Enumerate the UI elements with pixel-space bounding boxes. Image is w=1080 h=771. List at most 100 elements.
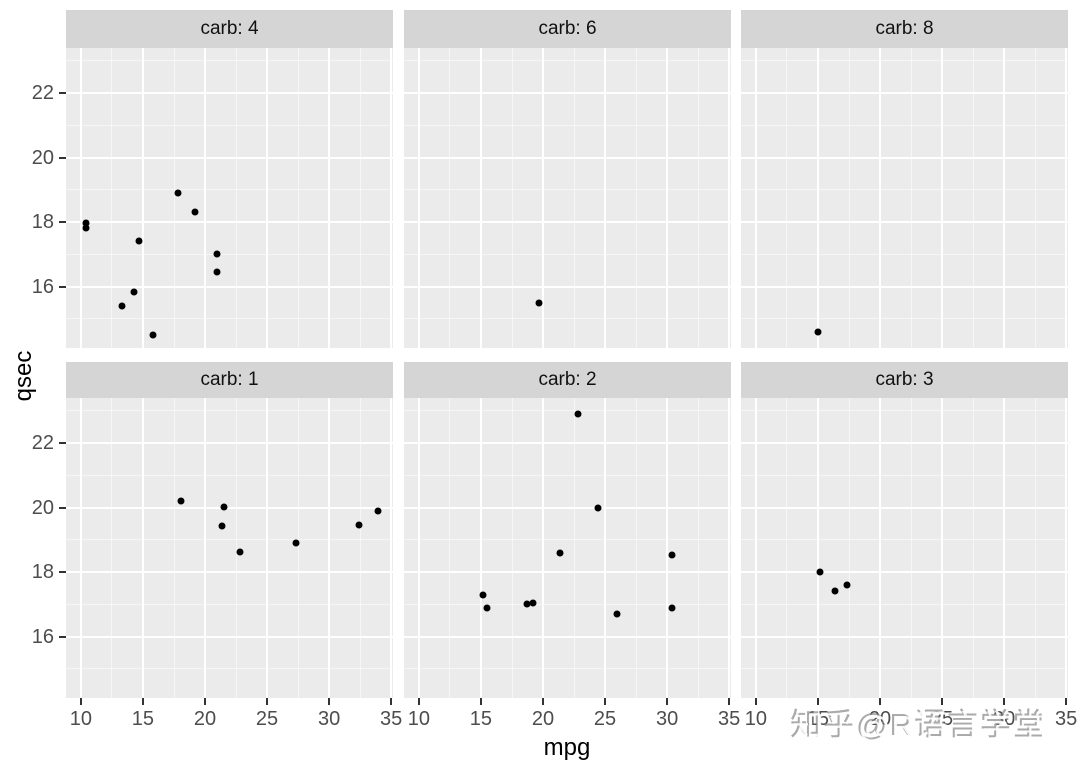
gridline-x-major bbox=[479, 48, 482, 348]
data-point bbox=[118, 302, 126, 309]
data-point bbox=[556, 549, 564, 557]
watermark-text: 知乎@R语言学堂 bbox=[792, 709, 1048, 744]
gridline-y-major bbox=[66, 156, 393, 159]
x-axis-tick-label: 25 bbox=[255, 708, 279, 730]
gridline-x-major bbox=[879, 398, 881, 698]
gridline-x-major bbox=[941, 48, 943, 348]
data-point bbox=[843, 581, 850, 589]
gridline-x-minor bbox=[697, 48, 699, 348]
facet-panel-carb-3 bbox=[741, 398, 1068, 698]
gridline-x-minor bbox=[635, 398, 637, 698]
facet-strip-carb-3: carb: 3 bbox=[741, 362, 1068, 398]
gridline-y-major bbox=[404, 635, 731, 638]
data-point bbox=[213, 250, 221, 258]
gridline-y-major bbox=[404, 92, 731, 95]
x-axis-tick bbox=[728, 698, 731, 705]
data-point bbox=[479, 591, 487, 599]
gridline-x-minor bbox=[910, 48, 912, 348]
gridline-x-major bbox=[141, 398, 144, 698]
data-point bbox=[82, 219, 90, 227]
gridline-y-minor bbox=[741, 318, 1068, 320]
gridline-x-major bbox=[390, 48, 393, 348]
facet-strip-carb-6: carb: 6 bbox=[404, 10, 731, 48]
gridline-y-major bbox=[741, 506, 1068, 509]
facet-strip-label: carb: 3 bbox=[875, 369, 934, 390]
gridline-y-minor bbox=[404, 124, 731, 126]
gridline-y-major bbox=[404, 156, 731, 159]
x-axis-tick-label: 35 bbox=[717, 708, 741, 730]
y-axis-tick bbox=[59, 571, 66, 573]
data-point bbox=[668, 604, 676, 611]
x-axis-tick bbox=[816, 698, 819, 705]
gridline-x-major bbox=[754, 398, 757, 698]
gridline-x-minor bbox=[511, 398, 513, 698]
facet-strip-label: carb: 6 bbox=[538, 18, 597, 39]
data-point bbox=[668, 551, 676, 559]
x-axis-title: mpg bbox=[543, 734, 591, 761]
facet-panel-carb-6 bbox=[404, 48, 731, 348]
gridline-y-minor bbox=[741, 189, 1068, 191]
x-axis-tick-label: 15 bbox=[469, 708, 493, 730]
gridline-x-minor bbox=[449, 48, 451, 348]
data-point bbox=[82, 224, 90, 232]
gridline-y-minor bbox=[404, 410, 731, 412]
gridline-y-minor bbox=[404, 668, 731, 670]
gridline-y-minor bbox=[66, 539, 393, 541]
gridline-y-minor bbox=[404, 603, 731, 605]
gridline-x-minor bbox=[297, 48, 299, 348]
y-axis-tick bbox=[59, 285, 66, 288]
data-point bbox=[374, 507, 381, 515]
gridline-y-minor bbox=[404, 189, 731, 191]
y-axis-tick bbox=[59, 92, 66, 95]
data-point bbox=[218, 522, 226, 530]
gridline-x-minor bbox=[1034, 398, 1036, 698]
y-axis-tick-label: 22 bbox=[31, 432, 54, 455]
y-axis-tick bbox=[59, 506, 66, 509]
facet-strip-label: carb: 1 bbox=[200, 369, 259, 390]
gridline-y-minor bbox=[741, 668, 1068, 670]
gridline-x-major bbox=[479, 398, 482, 698]
gridline-y-minor bbox=[66, 603, 393, 605]
gridline-y-minor bbox=[741, 603, 1068, 605]
gridline-y-minor bbox=[741, 124, 1068, 126]
gridline-x-major bbox=[728, 48, 731, 348]
gridline-y-minor bbox=[404, 318, 731, 320]
data-point bbox=[177, 497, 185, 504]
facet-strip-label: carb: 8 bbox=[875, 18, 934, 39]
x-axis-tick-label: 15 bbox=[131, 708, 155, 730]
gridline-y-major bbox=[66, 506, 393, 509]
data-point bbox=[292, 539, 300, 547]
x-axis-tick-label: 10 bbox=[744, 708, 768, 730]
x-axis-tick bbox=[79, 698, 82, 705]
gridline-y-minor bbox=[404, 253, 731, 255]
gridline-x-major bbox=[816, 48, 819, 348]
data-point bbox=[816, 568, 824, 576]
gridline-y-major bbox=[404, 285, 731, 288]
facet-strip-carb-4: carb: 4 bbox=[66, 10, 393, 48]
gridline-x-minor bbox=[111, 398, 113, 698]
gridline-x-minor bbox=[848, 398, 850, 698]
gridline-y-major bbox=[404, 442, 731, 445]
data-point bbox=[174, 189, 182, 197]
gridline-x-minor bbox=[786, 398, 788, 698]
gridline-y-major bbox=[404, 506, 731, 509]
facet-strip-carb-2: carb: 2 bbox=[404, 362, 731, 398]
gridline-y-minor bbox=[404, 539, 731, 541]
gridline-x-major bbox=[328, 48, 331, 348]
y-axis-tick-label: 18 bbox=[31, 561, 54, 583]
x-axis-tick bbox=[417, 698, 420, 705]
facet-strip-label: carb: 2 bbox=[538, 369, 597, 390]
data-point bbox=[814, 328, 822, 336]
gridline-y-major bbox=[66, 571, 393, 573]
gridline-y-minor bbox=[741, 410, 1068, 412]
gridline-x-minor bbox=[173, 398, 175, 698]
gridline-y-minor bbox=[741, 539, 1068, 541]
data-point bbox=[220, 503, 228, 511]
data-point bbox=[613, 610, 621, 618]
gridline-x-minor bbox=[111, 48, 113, 348]
y-axis-tick-label: 16 bbox=[31, 625, 54, 648]
x-axis-tick-label: 25 bbox=[593, 708, 617, 730]
gridline-x-major bbox=[266, 48, 268, 348]
y-axis-tick-label: 20 bbox=[31, 496, 54, 519]
gridline-y-major bbox=[66, 442, 393, 445]
